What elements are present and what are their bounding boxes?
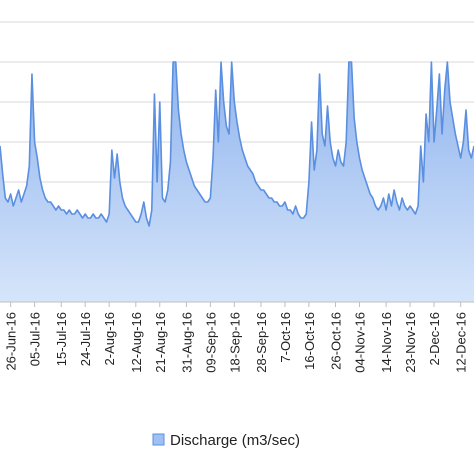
x-tick-label: 16-Oct-16 [302, 312, 317, 370]
x-tick-label: 04-Nov-16 [352, 312, 367, 373]
x-tick-label: 26-Oct-16 [329, 312, 344, 370]
x-tick-label: 26-Jun-16 [4, 312, 19, 371]
legend-label: Discharge (m3/sec) [170, 432, 300, 449]
x-tick-label: 31-Aug-16 [179, 312, 194, 373]
x-tick-label: 7-Oct-16 [278, 312, 293, 363]
x-tick-label: 12-Aug-16 [129, 312, 144, 373]
plot [0, 61, 474, 302]
legend: Discharge (m3/sec) [152, 432, 300, 449]
legend-swatch [152, 433, 165, 446]
x-tick-label: 18-Sep-16 [227, 312, 242, 373]
x-tick-label: 05-Jul-16 [28, 312, 43, 366]
x-axis: 26-Jun-16 05-Jul-16 15-Jul-16 24-Jul-16 2-Au… [0, 301, 474, 373]
x-tick-label: 15-Jul-16 [54, 312, 69, 366]
x-tick-label: 12-Dec-16 [454, 312, 469, 373]
line [0, 61, 474, 227]
x-tick-label: 23-Nov-16 [403, 312, 418, 373]
x-tick-label: 2-Dec-16 [427, 312, 442, 365]
x-tick-label: 14-Nov-16 [379, 312, 394, 373]
x-tick-label: 21-Aug-16 [153, 312, 168, 373]
x-tick-label: 2-Aug-16 [102, 312, 117, 365]
x-tick-label: 09-Sep-16 [203, 312, 218, 373]
x-tick-label: 24-Jul-16 [78, 312, 93, 366]
area [0, 62, 474, 302]
x-tick-label: 28-Sep-16 [254, 312, 269, 373]
